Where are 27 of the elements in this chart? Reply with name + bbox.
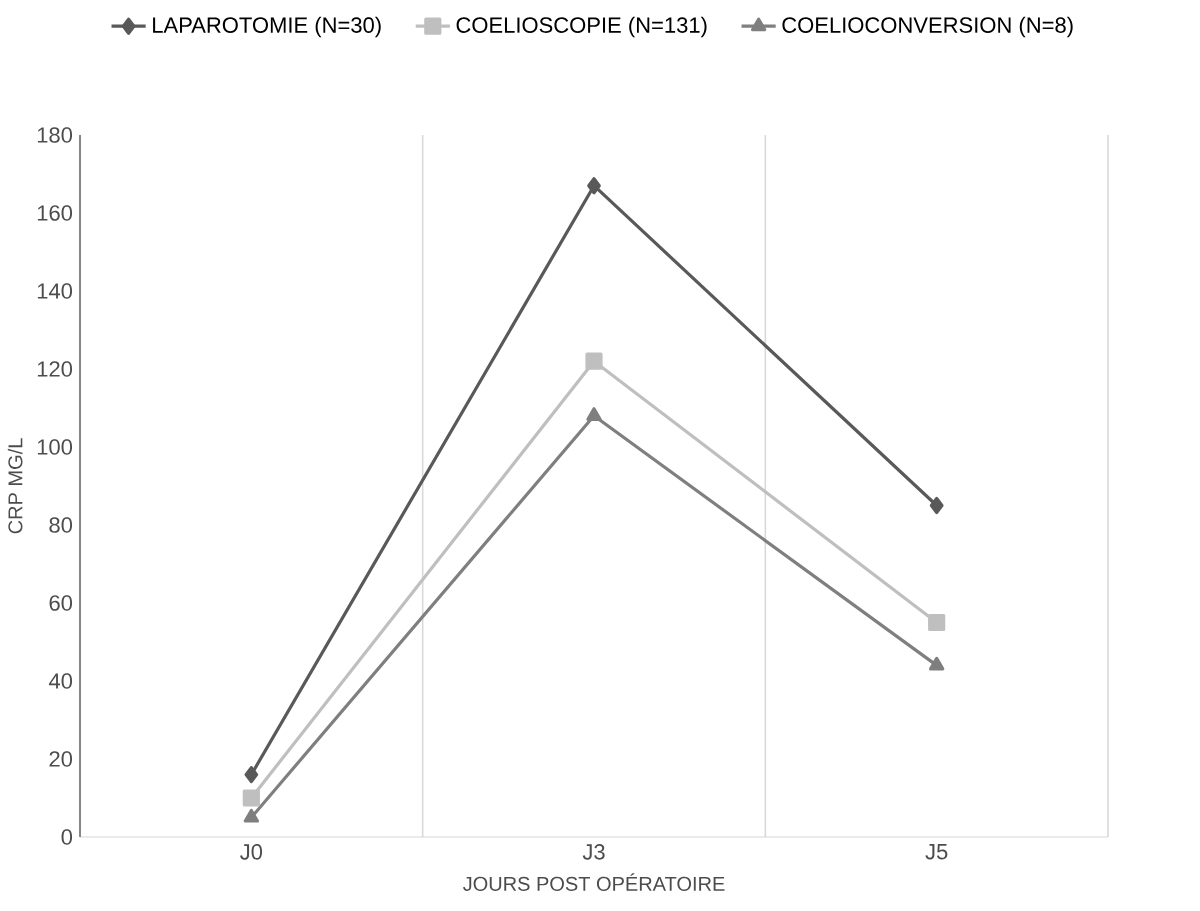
- y-tick-label: 40: [48, 673, 73, 689]
- x-tick-label: J0: [240, 844, 263, 860]
- y-tick-label: 100: [37, 439, 73, 455]
- y-axis-title: CRP MG/L: [7, 438, 23, 534]
- y-tick-label: 80: [49, 517, 73, 533]
- y-tick-label: 140: [37, 283, 73, 299]
- point: [929, 656, 945, 671]
- y-tick-label: 0: [61, 829, 73, 845]
- point: [242, 789, 260, 807]
- point: [586, 407, 602, 421]
- x-tick-label: J5: [925, 844, 948, 860]
- legend-label: COELIOCONVERSION (N=8): [782, 16, 1073, 38]
- point: [244, 766, 259, 784]
- y-tick-label: 120: [37, 361, 73, 377]
- point: [585, 352, 603, 370]
- legend-label: COELIOSCOPIE (N=131): [456, 16, 707, 38]
- x-tick-label: J3: [582, 844, 605, 860]
- legend-label: LAPAROTOMIE (N=30): [153, 16, 381, 38]
- point: [243, 808, 259, 823]
- point: [587, 177, 601, 195]
- point: [928, 613, 946, 632]
- x-axis-title: JOURS POST OPÉRATOIRE: [463, 873, 725, 891]
- y-tick-label: 180: [37, 127, 73, 143]
- y-tick-label: 160: [37, 205, 73, 221]
- point: [929, 496, 944, 515]
- y-tick-label: 60: [49, 595, 73, 611]
- y-tick-label: 20: [49, 751, 73, 767]
